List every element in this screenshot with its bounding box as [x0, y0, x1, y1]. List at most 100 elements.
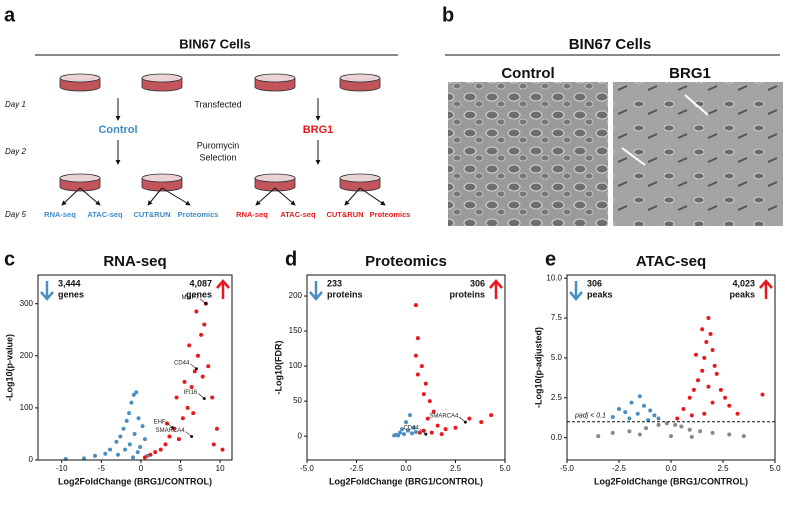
- point: [158, 447, 163, 452]
- y-tick-label: 300: [20, 299, 34, 308]
- up-arrow: [759, 279, 773, 299]
- assay-label: ATAC-seq: [280, 210, 316, 219]
- panel-title: BIN67 Cells: [179, 36, 251, 51]
- x-tick-label: -5.0: [560, 464, 574, 473]
- y-tick-label: 50: [293, 396, 302, 405]
- point: [669, 434, 673, 439]
- point: [191, 411, 196, 416]
- up-unit: peaks: [729, 289, 755, 299]
- point: [200, 374, 205, 379]
- point: [443, 427, 448, 432]
- point: [202, 322, 207, 327]
- micrograph: [448, 82, 608, 226]
- point: [187, 343, 192, 348]
- panel-title: BIN67 Cells: [569, 36, 652, 53]
- point: [163, 442, 168, 447]
- point: [727, 432, 732, 437]
- point: [402, 432, 407, 437]
- down-arrow: [40, 281, 54, 301]
- point: [115, 452, 120, 457]
- image-label: Control: [501, 65, 554, 82]
- point: [400, 427, 405, 432]
- point: [206, 364, 211, 369]
- dish-rim: [339, 73, 381, 83]
- point: [135, 450, 140, 455]
- assay-label: Proteomics: [178, 210, 219, 219]
- chart-title: RNA-seq: [103, 253, 166, 270]
- point: [710, 347, 715, 352]
- step-label: Selection: [199, 152, 236, 162]
- dish-rim: [339, 173, 381, 183]
- condition-label: BRG1: [303, 124, 334, 136]
- x-tick-label: 0.0: [400, 464, 412, 473]
- annotation-leader: [419, 428, 426, 435]
- point: [656, 422, 661, 427]
- annotation-leader: [185, 431, 192, 437]
- dish-rim: [59, 173, 101, 183]
- y-tick-label: 150: [289, 326, 303, 335]
- point: [425, 416, 430, 421]
- x-tick-label: 5.0: [499, 464, 511, 473]
- condition-label: Control: [98, 124, 137, 136]
- day-label: Day 2: [5, 147, 26, 156]
- x-tick-label: 2.5: [450, 464, 462, 473]
- point: [93, 453, 98, 458]
- point: [189, 385, 194, 390]
- point: [627, 416, 632, 421]
- point: [700, 327, 705, 332]
- assay-label: RNA-seq: [44, 210, 76, 219]
- annotation-leader: [166, 422, 173, 428]
- y-tick-label: 0: [298, 431, 303, 440]
- point: [453, 425, 458, 430]
- x-tick-label: -5: [98, 464, 106, 473]
- panel-letter: a: [4, 4, 16, 26]
- plot-frame: [37, 274, 233, 461]
- point: [664, 421, 669, 426]
- day-label: Day 1: [5, 100, 26, 109]
- x-axis-label: Log2FoldChange (BRG1/CONTROL): [594, 476, 748, 486]
- point: [103, 451, 108, 456]
- annotation-leader: [459, 416, 466, 423]
- point: [741, 434, 746, 439]
- x-tick-label: 0.0: [665, 464, 677, 473]
- panel-letter: d: [285, 248, 297, 270]
- down-unit: peaks: [587, 289, 613, 299]
- y-tick-label: 2.5: [551, 393, 563, 402]
- x-axis-label: Log2FoldChange (BRG1/CONTROL): [58, 476, 212, 486]
- point: [689, 413, 694, 418]
- point: [392, 433, 397, 438]
- point: [644, 426, 649, 431]
- point: [691, 387, 696, 392]
- x-tick-label: 5: [178, 464, 183, 473]
- point: [718, 387, 723, 392]
- panel-b: b BIN67 Cells Control BRG1: [442, 4, 783, 226]
- y-tick-label: 200: [289, 291, 303, 300]
- point: [652, 413, 657, 418]
- point: [704, 339, 709, 344]
- up-count: 4,087: [189, 278, 212, 288]
- annotation-label: CD44: [174, 360, 190, 366]
- point: [681, 406, 686, 411]
- plot-frame: [306, 274, 506, 461]
- annotation-leader: [199, 298, 207, 304]
- point: [121, 426, 126, 431]
- point: [696, 378, 701, 383]
- point: [467, 416, 472, 421]
- point: [617, 406, 621, 411]
- point: [148, 452, 153, 457]
- x-tick-label: 5.0: [769, 464, 781, 473]
- point: [127, 411, 132, 416]
- point: [138, 444, 143, 449]
- point: [195, 353, 200, 358]
- day-label: Day 5: [5, 210, 26, 219]
- point: [675, 416, 680, 421]
- point: [708, 332, 713, 337]
- annotation-label: SMARCA4: [429, 414, 459, 420]
- point: [637, 432, 642, 437]
- x-tick-label: -10: [56, 464, 68, 473]
- point: [118, 434, 123, 439]
- x-tick-label: -2.5: [350, 464, 364, 473]
- point: [698, 429, 703, 434]
- annotation-label: CD44: [403, 426, 419, 432]
